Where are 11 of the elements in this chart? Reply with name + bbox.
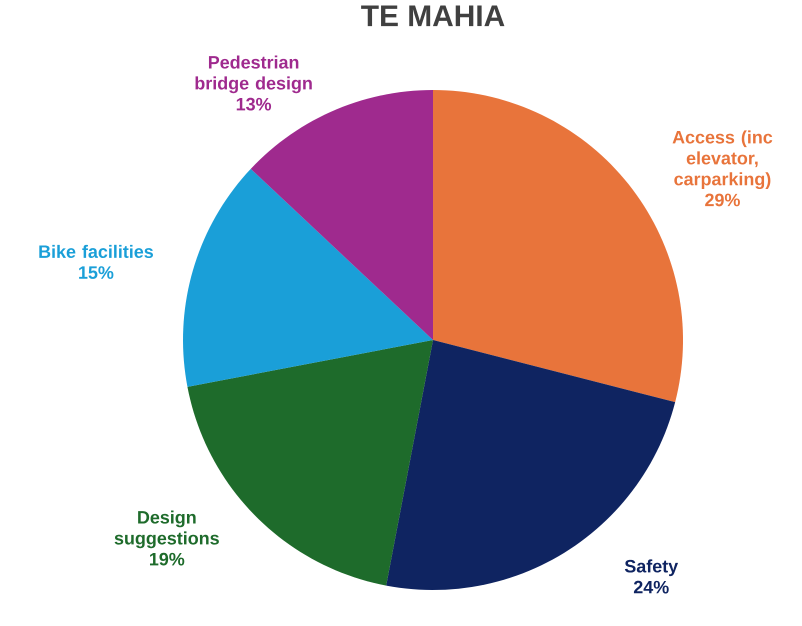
chart-title: TE MAHIA (361, 6, 504, 26)
data-label: 24% (634, 580, 669, 594)
slice-label: Bike facilities (39, 244, 153, 258)
slice-label: Pedestrian bridge design (196, 55, 312, 94)
data-label: 19% (150, 552, 184, 566)
data-label: 13% (236, 98, 272, 111)
data-label: 15% (79, 266, 114, 279)
slice-label: Access (inc elevator, carparking) (672, 130, 772, 190)
slice-label: Safety (624, 559, 678, 576)
slice-label: Design suggestions (114, 510, 219, 548)
data-label: 29% (705, 194, 740, 206)
